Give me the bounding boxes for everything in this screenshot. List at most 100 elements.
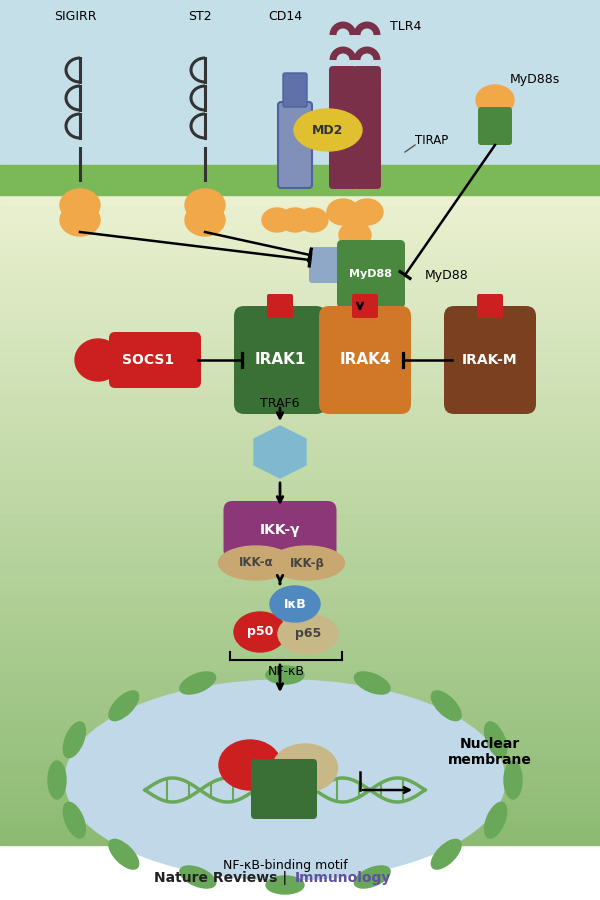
- Bar: [0, 729, 600, 737]
- Bar: [0, 188, 600, 196]
- Ellipse shape: [266, 876, 304, 894]
- Ellipse shape: [262, 208, 292, 232]
- Bar: [0, 454, 600, 463]
- Text: MyD88s: MyD88s: [510, 74, 560, 86]
- Ellipse shape: [431, 840, 461, 869]
- Bar: [0, 629, 600, 637]
- Bar: [0, 645, 600, 653]
- FancyBboxPatch shape: [319, 306, 411, 414]
- Bar: [0, 662, 600, 670]
- Ellipse shape: [234, 612, 286, 652]
- Bar: [0, 446, 600, 454]
- Bar: [0, 329, 600, 338]
- Ellipse shape: [355, 866, 390, 888]
- Bar: [0, 230, 600, 238]
- Bar: [0, 637, 600, 645]
- Bar: [0, 296, 600, 305]
- Ellipse shape: [75, 339, 121, 381]
- Bar: [0, 305, 600, 313]
- Bar: [0, 720, 600, 729]
- Text: IKK-α: IKK-α: [239, 556, 274, 570]
- Bar: [0, 313, 600, 321]
- Bar: [0, 363, 600, 371]
- Ellipse shape: [60, 189, 100, 221]
- Bar: [0, 388, 600, 396]
- FancyBboxPatch shape: [109, 332, 201, 388]
- Ellipse shape: [218, 546, 293, 580]
- Bar: [0, 562, 600, 571]
- Bar: [0, 670, 600, 679]
- Bar: [0, 529, 600, 537]
- Bar: [0, 621, 600, 629]
- Ellipse shape: [278, 614, 338, 654]
- Bar: [0, 828, 600, 837]
- Text: MD2: MD2: [313, 123, 344, 137]
- Bar: [0, 504, 600, 512]
- Ellipse shape: [504, 761, 522, 799]
- Bar: [0, 588, 600, 596]
- Bar: [0, 404, 600, 413]
- Bar: [0, 787, 600, 795]
- Text: CD14: CD14: [268, 10, 302, 23]
- Ellipse shape: [280, 208, 310, 232]
- Bar: [0, 604, 600, 612]
- Text: TLR4: TLR4: [390, 20, 421, 33]
- Bar: [0, 221, 600, 230]
- Bar: [0, 205, 600, 213]
- Ellipse shape: [266, 666, 304, 684]
- Bar: [0, 745, 600, 753]
- Ellipse shape: [272, 744, 337, 792]
- Bar: [0, 845, 600, 900]
- Bar: [0, 272, 600, 280]
- Bar: [0, 371, 600, 380]
- Ellipse shape: [185, 204, 225, 236]
- Bar: [0, 737, 600, 745]
- Bar: [0, 213, 600, 221]
- Bar: [0, 778, 600, 787]
- Text: p50: p50: [247, 626, 273, 638]
- Ellipse shape: [180, 866, 215, 888]
- FancyBboxPatch shape: [353, 66, 381, 189]
- Bar: [0, 421, 600, 429]
- Bar: [0, 247, 600, 255]
- Ellipse shape: [180, 672, 215, 694]
- Text: NF-κB-binding motif: NF-κB-binding motif: [223, 859, 347, 872]
- Bar: [0, 653, 600, 662]
- Bar: [0, 196, 600, 205]
- Bar: [0, 338, 600, 346]
- Ellipse shape: [269, 546, 344, 580]
- Bar: [0, 554, 600, 562]
- FancyBboxPatch shape: [352, 294, 378, 318]
- Polygon shape: [254, 426, 306, 478]
- Text: IRAK1: IRAK1: [254, 353, 305, 367]
- FancyBboxPatch shape: [278, 102, 312, 188]
- Bar: [0, 255, 600, 263]
- Bar: [0, 571, 600, 579]
- FancyBboxPatch shape: [234, 306, 326, 414]
- Text: SIGIRR: SIGIRR: [54, 10, 96, 23]
- Bar: [0, 537, 600, 545]
- Ellipse shape: [270, 586, 320, 622]
- Bar: [0, 380, 600, 388]
- Text: Nature Reviews |: Nature Reviews |: [154, 871, 292, 885]
- FancyBboxPatch shape: [309, 247, 343, 283]
- Bar: [0, 463, 600, 471]
- FancyBboxPatch shape: [267, 294, 293, 318]
- Bar: [0, 437, 600, 446]
- Text: IκB: IκB: [284, 598, 307, 610]
- Bar: [0, 837, 600, 845]
- Ellipse shape: [298, 208, 328, 232]
- Bar: [0, 165, 600, 195]
- Bar: [0, 496, 600, 504]
- Bar: [0, 396, 600, 404]
- Ellipse shape: [351, 199, 383, 225]
- Text: ST2: ST2: [188, 10, 212, 23]
- Text: TIRAP: TIRAP: [415, 133, 448, 147]
- Bar: [0, 429, 600, 437]
- Bar: [0, 479, 600, 488]
- Bar: [0, 795, 600, 804]
- Bar: [0, 579, 600, 588]
- FancyBboxPatch shape: [283, 73, 307, 107]
- FancyBboxPatch shape: [478, 107, 512, 145]
- Ellipse shape: [48, 761, 66, 799]
